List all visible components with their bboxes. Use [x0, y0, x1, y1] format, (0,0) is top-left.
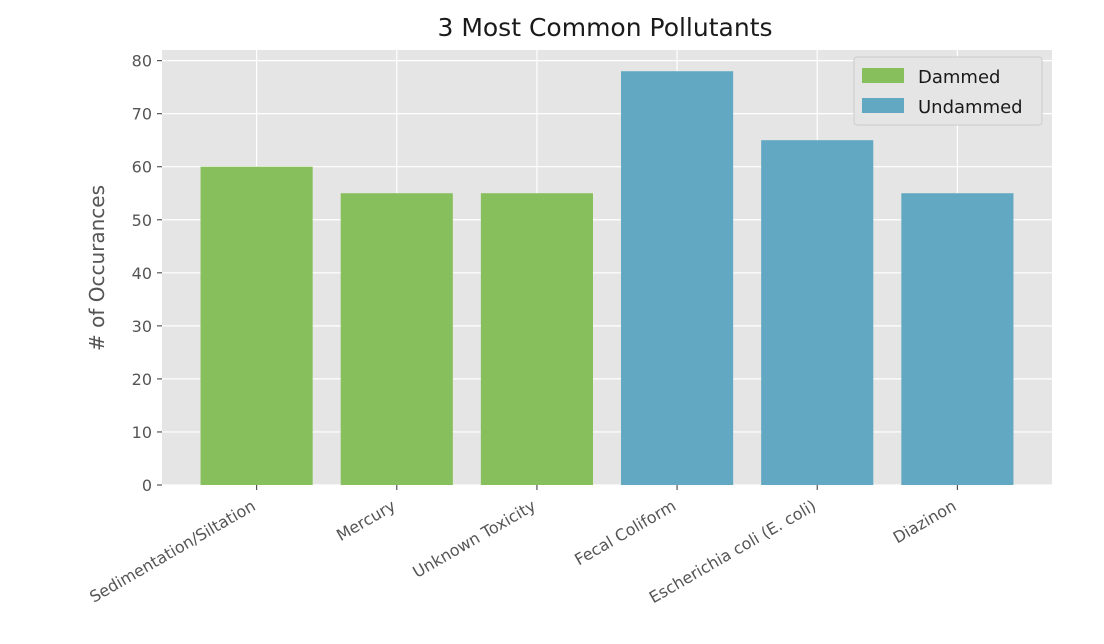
legend: Dammed Undammed: [853, 56, 1043, 126]
y-tick-label: 70: [132, 105, 152, 124]
bar-dammed-mercury: [340, 193, 453, 486]
y-tick-label: 10: [132, 423, 152, 442]
legend-swatch-undammed: [862, 98, 904, 113]
bar-dammed-sedimentation-siltation: [200, 166, 313, 485]
bars: [200, 71, 1014, 486]
y-tick-label: 0: [142, 476, 152, 495]
legend-label-dammed: Dammed: [918, 67, 1000, 88]
bar-undammed-fecal-coliform: [621, 71, 734, 485]
legend-label-undammed: Undammed: [918, 97, 1023, 118]
x-axis-ticks: Sedimentation/Siltation Mercury Unknown To…: [86, 485, 959, 607]
y-tick-label: 30: [132, 317, 152, 336]
x-tick-label-unknown-toxicity: Unknown Toxicity: [409, 496, 539, 582]
y-tick-label: 60: [132, 158, 152, 177]
bar-undammed-escherichia-coli-e-coli: [761, 140, 874, 485]
y-tick-label: 20: [132, 370, 152, 389]
y-tick-label: 80: [132, 52, 152, 71]
x-tick-label-mercury: Mercury: [333, 496, 399, 545]
y-axis-ticks: 0 10 20 30 40 50 60 70 80: [132, 52, 162, 495]
y-tick-label: 40: [132, 264, 152, 283]
bar-dammed-unknown-toxicity: [480, 193, 593, 486]
x-tick-label-fecal-coliform: Fecal Coliform: [571, 496, 679, 569]
x-tick-label-sedimentation-siltation: Sedimentation/Siltation: [86, 496, 258, 606]
y-tick-label: 50: [132, 211, 152, 230]
legend-swatch-dammed: [862, 68, 904, 83]
x-tick-label-diazinon: Diazinon: [890, 496, 960, 547]
chart-title: 3 Most Common Pollutants: [437, 13, 772, 42]
bar-undammed-diazinon: [901, 193, 1014, 486]
y-axis-title: # of Occurances: [85, 185, 109, 351]
